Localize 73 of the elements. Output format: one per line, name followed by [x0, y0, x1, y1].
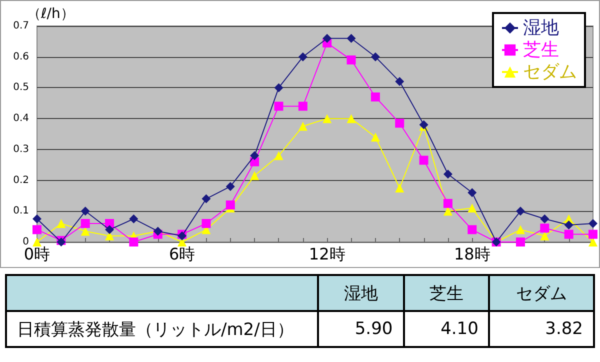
- legend-label: 湿地: [523, 18, 559, 38]
- point: [346, 55, 356, 64]
- point: [468, 204, 477, 213]
- point: [395, 118, 404, 128]
- point: [105, 225, 114, 234]
- point: [419, 156, 428, 165]
- point: [80, 226, 90, 236]
- point: [370, 132, 380, 142]
- point: [298, 122, 308, 131]
- point: [588, 238, 598, 246]
- point: [516, 225, 525, 234]
- point: [564, 230, 574, 239]
- point: [274, 151, 284, 160]
- point: [443, 206, 452, 216]
- point: [468, 188, 477, 198]
- text: 日積算蒸発散量（リットル/m2/日）: [6, 311, 318, 347]
- point: [588, 218, 598, 228]
- point: [129, 214, 138, 224]
- point: [32, 238, 42, 246]
- point: [32, 225, 42, 234]
- point: [540, 214, 550, 224]
- point: [56, 218, 66, 228]
- point: [370, 52, 380, 62]
- x-tick-label: 12時: [308, 244, 346, 264]
- point: [226, 200, 235, 210]
- point: [516, 206, 525, 216]
- text: 4.10: [404, 311, 490, 347]
- point: [322, 34, 332, 43]
- point: [516, 238, 525, 246]
- point: [32, 214, 42, 224]
- point: [588, 230, 598, 239]
- point: [129, 238, 138, 246]
- x-tick-label: 18時: [454, 244, 490, 264]
- text: 3.82: [489, 311, 594, 347]
- point: [298, 102, 308, 111]
- point: [564, 220, 574, 230]
- point: [80, 218, 90, 228]
- point: [274, 83, 284, 92]
- text: 芝生: [430, 284, 464, 304]
- point: [250, 171, 260, 180]
- point: [226, 182, 235, 191]
- point: [250, 151, 260, 160]
- point: [395, 77, 404, 86]
- y-tick-label: 0: [22, 236, 29, 248]
- text: 湿地: [344, 284, 378, 304]
- point: [540, 224, 550, 233]
- point: [346, 34, 356, 43]
- y-tick-label: 0.4: [13, 113, 29, 124]
- point: [370, 92, 380, 102]
- point: [202, 218, 211, 228]
- y-tick-label: 0.6: [13, 51, 29, 62]
- text: 5.90: [318, 311, 404, 347]
- point: [468, 225, 477, 234]
- y-tick-label: 0.2: [13, 174, 29, 186]
- point: [443, 170, 452, 179]
- y-tick-label: 0.5: [13, 82, 29, 94]
- x-tick-label: 0時: [24, 244, 50, 264]
- y-tick-label: 0.1: [13, 206, 29, 217]
- point: [298, 52, 308, 62]
- legend-label: セダム: [523, 62, 577, 82]
- point: [80, 206, 90, 216]
- point: [202, 194, 211, 204]
- y-axis-title: （ℓ/h）: [27, 6, 74, 22]
- point: [322, 114, 332, 124]
- text: セダム: [516, 284, 568, 304]
- x-tick-label: 6時: [168, 244, 196, 264]
- point: [395, 184, 404, 192]
- point: [443, 198, 452, 208]
- y-tick-label: 0.3: [13, 144, 29, 155]
- legend-label: 芝生: [523, 40, 559, 60]
- point: [274, 102, 284, 111]
- point: [346, 114, 356, 124]
- y-tick-label: 0.7: [13, 20, 29, 32]
